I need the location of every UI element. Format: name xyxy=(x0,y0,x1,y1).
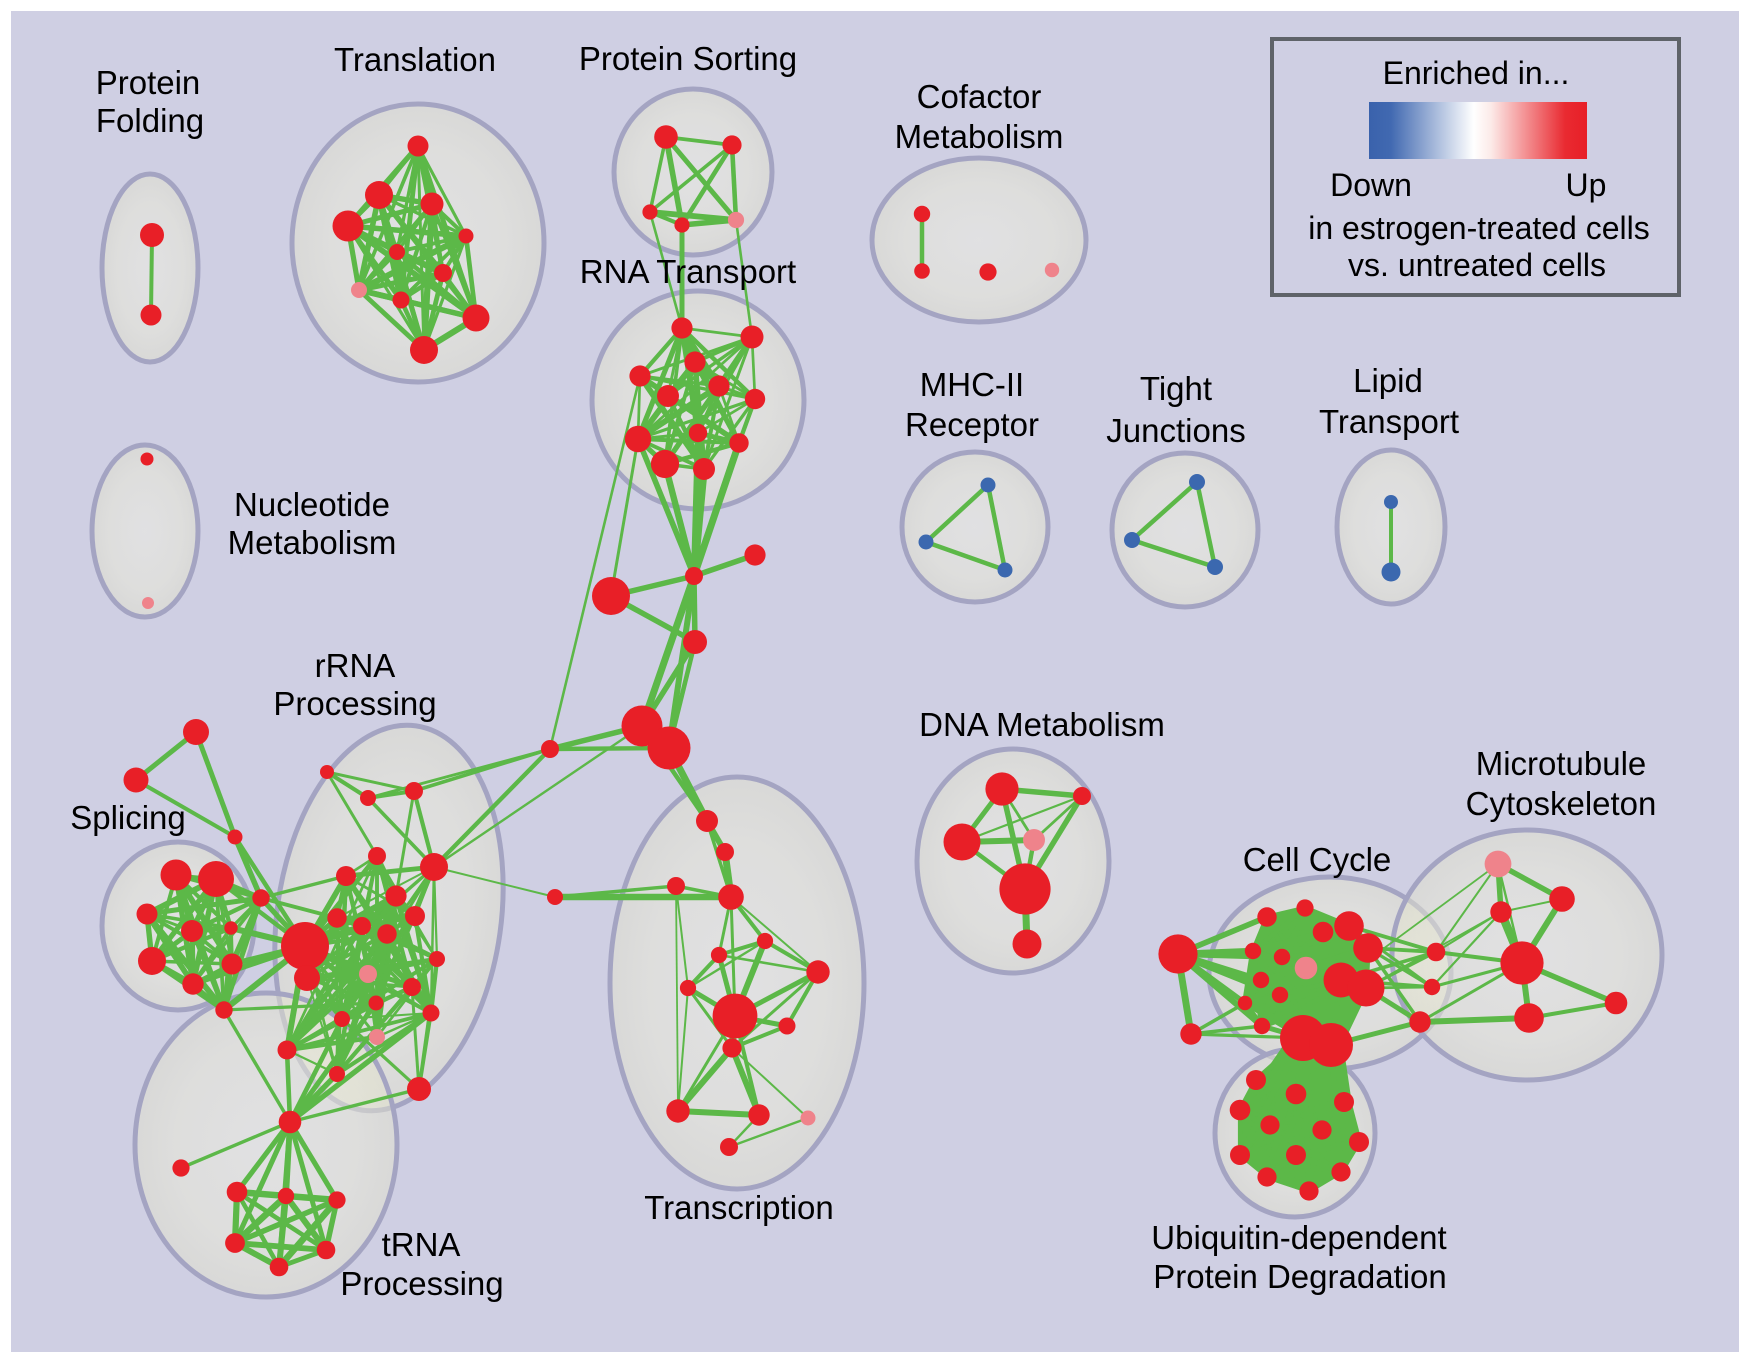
svg-text:in estrogen-treated cells: in estrogen-treated cells xyxy=(1308,210,1650,246)
svg-text:Receptor: Receptor xyxy=(905,406,1039,443)
svg-text:Protein: Protein xyxy=(96,64,201,101)
svg-text:Nucleotide: Nucleotide xyxy=(234,486,390,523)
svg-text:vs. untreated cells: vs. untreated cells xyxy=(1348,247,1606,283)
svg-text:Translation: Translation xyxy=(334,41,496,78)
svg-text:Down: Down xyxy=(1330,167,1412,203)
svg-text:Splicing: Splicing xyxy=(70,799,186,836)
svg-text:Processing: Processing xyxy=(273,685,436,722)
svg-text:Metabolism: Metabolism xyxy=(895,118,1064,155)
svg-text:Processing: Processing xyxy=(340,1265,503,1302)
svg-text:Cytoskeleton: Cytoskeleton xyxy=(1466,785,1657,822)
svg-text:MHC-II: MHC-II xyxy=(920,366,1024,403)
svg-text:Protein Degradation: Protein Degradation xyxy=(1153,1258,1447,1295)
svg-text:Metabolism: Metabolism xyxy=(228,524,397,561)
svg-text:Junctions: Junctions xyxy=(1106,412,1245,449)
svg-text:Transcription: Transcription xyxy=(644,1189,834,1226)
svg-text:Cell Cycle: Cell Cycle xyxy=(1243,841,1392,878)
svg-text:Protein Sorting: Protein Sorting xyxy=(579,40,797,77)
svg-text:RNA Transport: RNA Transport xyxy=(580,253,796,290)
svg-text:Microtubule: Microtubule xyxy=(1476,745,1647,782)
svg-text:Folding: Folding xyxy=(96,102,204,139)
svg-text:tRNA: tRNA xyxy=(382,1226,461,1263)
svg-text:DNA Metabolism: DNA Metabolism xyxy=(919,706,1165,743)
svg-text:Enriched in...: Enriched in... xyxy=(1383,55,1570,91)
svg-text:Up: Up xyxy=(1566,167,1607,203)
svg-text:rRNA: rRNA xyxy=(315,647,396,684)
svg-text:Cofactor: Cofactor xyxy=(917,78,1042,115)
svg-text:Tight: Tight xyxy=(1140,370,1212,407)
svg-text:Ubiquitin-dependent: Ubiquitin-dependent xyxy=(1151,1219,1446,1256)
svg-text:Transport: Transport xyxy=(1319,403,1459,440)
svg-text:Lipid: Lipid xyxy=(1353,362,1423,399)
